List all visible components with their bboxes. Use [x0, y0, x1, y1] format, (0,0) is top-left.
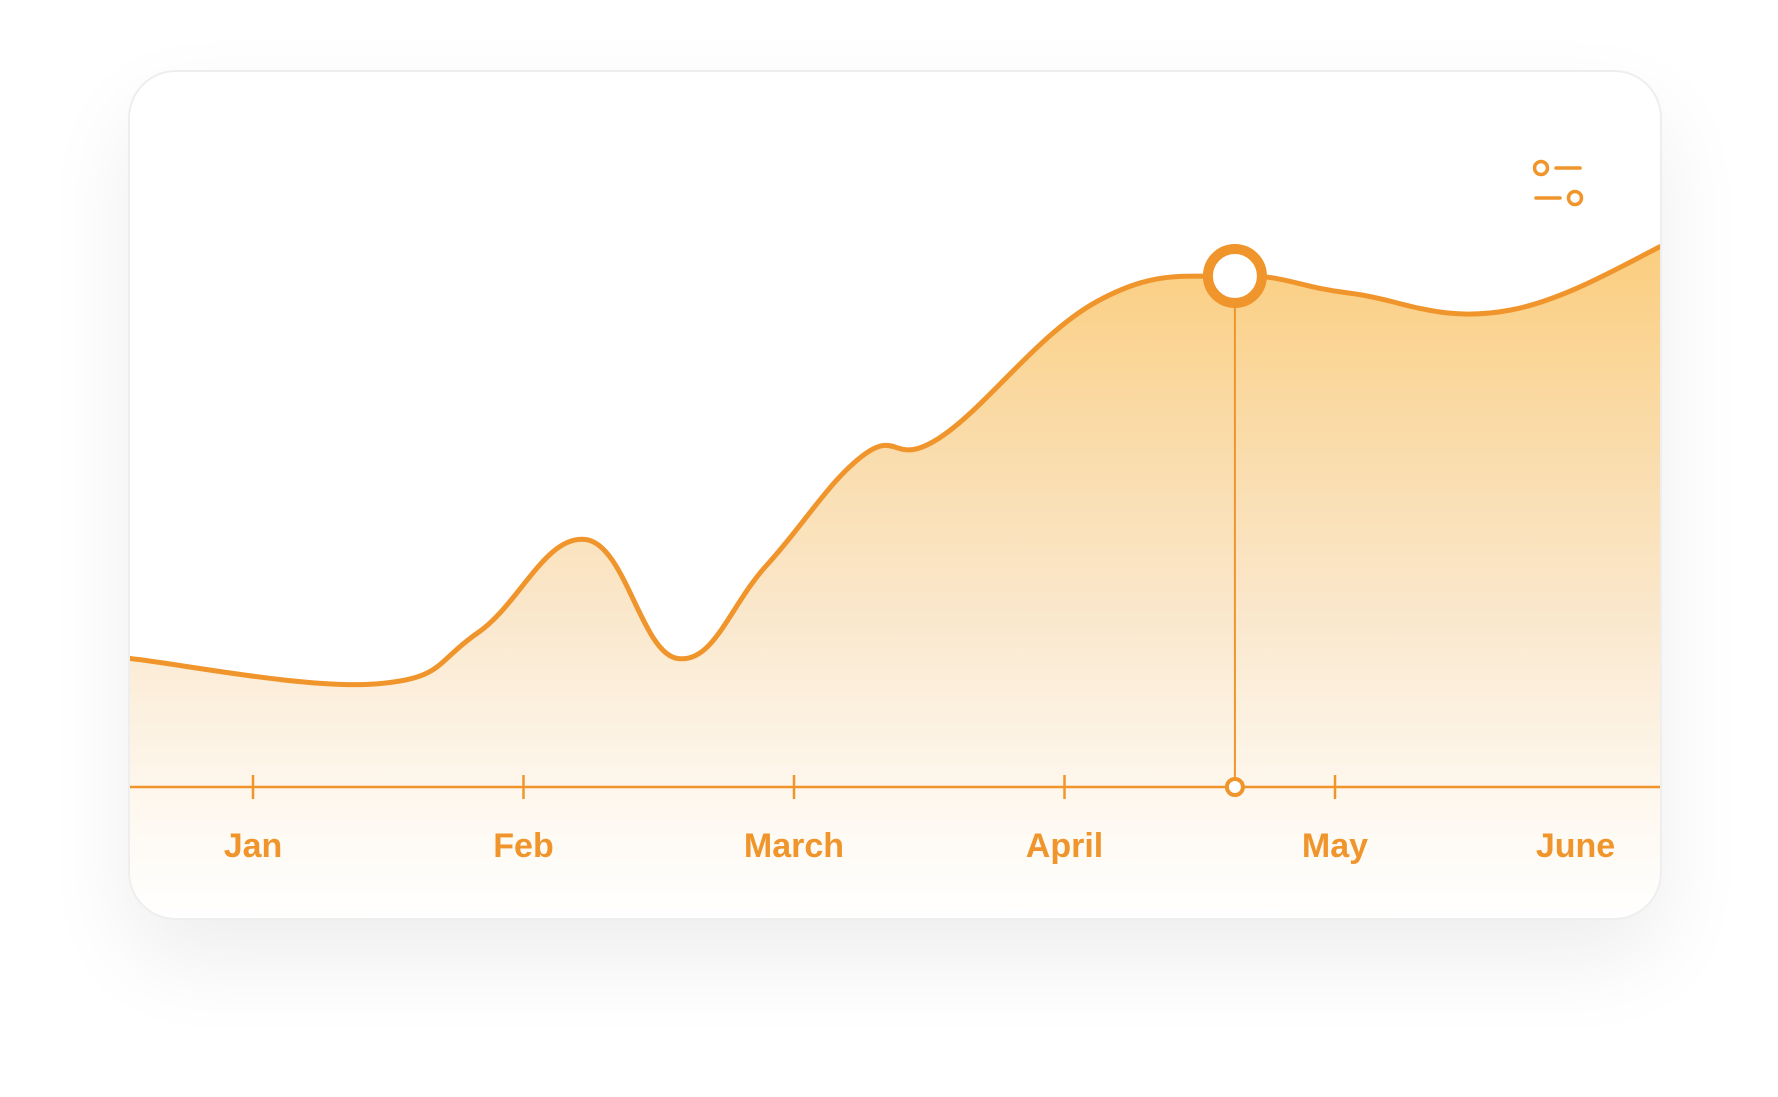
filter-button[interactable]: [1520, 150, 1596, 226]
x-label-march: March: [744, 827, 844, 865]
axis-marker-point[interactable]: [1224, 777, 1245, 797]
x-label-feb: Feb: [493, 827, 553, 865]
series-line: [130, 243, 1660, 688]
x-label-jan: Jan: [224, 827, 283, 865]
sliders-icon: [1532, 159, 1584, 207]
x-axis-ticks: [251, 775, 1337, 799]
chart-card: Jan Feb March April May June: [128, 70, 1662, 920]
x-label-june: June: [1536, 827, 1615, 865]
x-label-april: April: [1026, 827, 1103, 865]
area-fill: [130, 246, 1660, 918]
x-label-may: May: [1302, 827, 1368, 865]
area-chart: Jan Feb March April May June: [130, 243, 1660, 918]
x-axis-labels: Jan Feb March April May June: [224, 827, 1615, 865]
highlight-point[interactable]: [1202, 244, 1267, 308]
